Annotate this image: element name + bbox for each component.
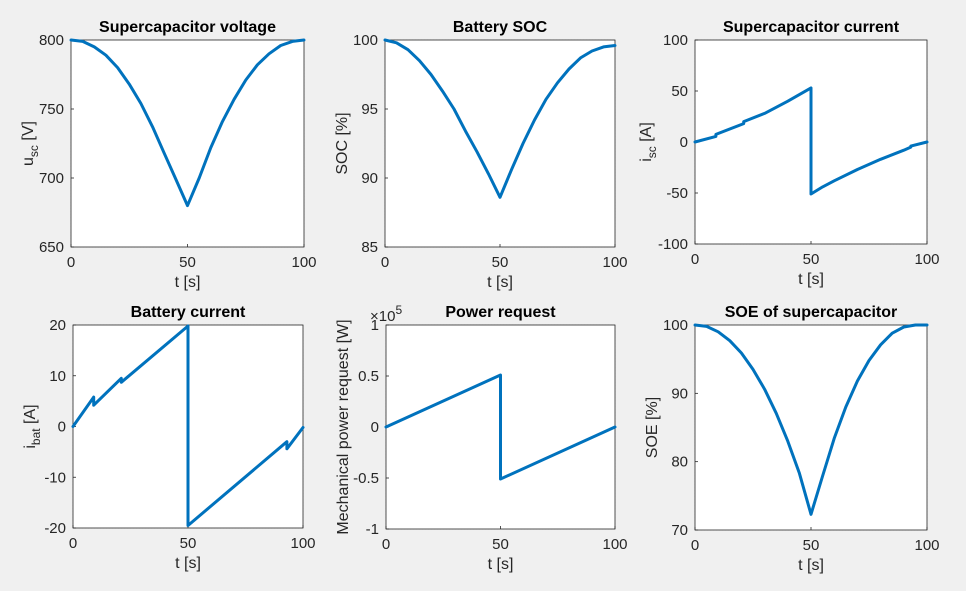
axes-frame bbox=[70, 39, 305, 248]
chart-title: Supercapacitor current bbox=[723, 19, 900, 36]
x-tick-label: 100 bbox=[914, 537, 939, 554]
y-tick-label: -20 bbox=[44, 520, 66, 537]
y-tick-label: 0 bbox=[371, 419, 379, 436]
y-axis-label: SOC [%] bbox=[334, 112, 351, 174]
y-axis-label: SOE [%] bbox=[644, 397, 661, 458]
x-tick-label: 100 bbox=[291, 254, 316, 271]
x-axis-label: t [s] bbox=[798, 557, 824, 574]
x-tick-label: 50 bbox=[492, 536, 509, 553]
y-tick-label: 800 bbox=[39, 32, 64, 49]
chart-power: 0 50 100 -1 -0.5 0 0.5 1 Power request t [s] Mecha… bbox=[335, 303, 628, 573]
y-axis-label: Mechanical power request [W] bbox=[335, 319, 352, 534]
x-axis-label: t [s] bbox=[488, 556, 514, 573]
y-tick-label: 700 bbox=[39, 170, 64, 187]
chart-ibat: 0 50 100 -20 -10 0 10 20 Battery current t [s] iba… bbox=[22, 304, 316, 572]
x-tick-label: 0 bbox=[67, 254, 75, 271]
x-tick-label: 100 bbox=[602, 536, 627, 553]
y-axis-label-main: i bbox=[22, 445, 39, 449]
y-axis-label-unit: [A] bbox=[638, 122, 655, 146]
y-axis-label-main: SOC [%] bbox=[334, 112, 351, 174]
chart-title: SOE of supercapacitor bbox=[725, 304, 898, 321]
y-tick-label: -50 bbox=[666, 185, 688, 202]
chart-isc: 0 50 100 -100 -50 0 50 100 Supercapacitor curren… bbox=[638, 19, 940, 288]
y-tick-label: 0 bbox=[680, 134, 688, 151]
x-tick-label: 0 bbox=[69, 535, 77, 552]
series-line-isc bbox=[693, 86, 929, 196]
chart-soc: 0 50 100 85 90 95 100 Battery SOC t [s] SOC [%] bbox=[334, 19, 628, 291]
x-tick-label: 50 bbox=[179, 254, 196, 271]
axes-frame bbox=[694, 324, 928, 531]
x-tick-label: 50 bbox=[180, 535, 197, 552]
series-line-soe bbox=[693, 323, 929, 516]
series-line-ibat bbox=[71, 324, 305, 527]
x-axis-label: t [s] bbox=[175, 555, 201, 572]
y-tick-label: 80 bbox=[671, 454, 688, 471]
series-line-usc bbox=[69, 38, 306, 208]
y-tick-label: 0 bbox=[58, 419, 66, 436]
y-axis-label: isc [A] bbox=[638, 122, 659, 162]
chart-title: Battery current bbox=[131, 304, 246, 321]
x-tick-label: 50 bbox=[803, 251, 820, 268]
y-tick-label: 90 bbox=[671, 385, 688, 402]
y-tick-label: 1 bbox=[371, 317, 379, 334]
y-axis-label: usc [V] bbox=[20, 121, 41, 166]
y-axis-label-subscript: sc bbox=[645, 146, 659, 158]
x-tick-label: 100 bbox=[602, 254, 627, 271]
x-tick-label: 0 bbox=[691, 537, 699, 554]
y-axis-multiplier: ×105 bbox=[370, 303, 402, 325]
y-axis-label-main: Mechanical power request [W] bbox=[335, 319, 352, 534]
y-tick-label: 90 bbox=[361, 170, 378, 187]
y-tick-label: 0.5 bbox=[358, 368, 379, 385]
y-tick-label: 95 bbox=[361, 101, 378, 118]
y-axis-label-unit: [A] bbox=[22, 404, 39, 428]
y-tick-label: 10 bbox=[49, 368, 66, 385]
chart-title: Supercapacitor voltage bbox=[99, 19, 276, 36]
x-tick-label: 100 bbox=[290, 535, 315, 552]
series-line-soc bbox=[383, 38, 617, 199]
multiplier-exponent: 5 bbox=[395, 303, 402, 317]
chart-title: Battery SOC bbox=[453, 19, 548, 36]
y-tick-label: 650 bbox=[39, 239, 64, 256]
y-tick-label: 100 bbox=[663, 317, 688, 334]
y-tick-label: -100 bbox=[658, 236, 688, 253]
series-line-power bbox=[384, 373, 617, 481]
x-tick-label: 0 bbox=[382, 536, 390, 553]
x-axis-label: t [s] bbox=[798, 271, 824, 288]
y-tick-label: -0.5 bbox=[353, 470, 379, 487]
y-tick-label: 85 bbox=[361, 239, 378, 256]
y-tick-label: 70 bbox=[671, 522, 688, 539]
y-axis-label-main: i bbox=[638, 158, 655, 162]
y-axis-label-main: SOE [%] bbox=[644, 397, 661, 458]
chart-title: Power request bbox=[445, 304, 556, 321]
y-axis-label-unit: [V] bbox=[20, 121, 37, 145]
x-tick-label: 50 bbox=[803, 537, 820, 554]
axes-frame bbox=[384, 39, 616, 248]
x-tick-label: 0 bbox=[381, 254, 389, 271]
chart-usc: 0 50 100 650 700 750 800 Supercapacitor voltage… bbox=[20, 19, 317, 291]
y-tick-label: 20 bbox=[49, 317, 66, 334]
y-axis-label: ibat [A] bbox=[22, 404, 43, 448]
y-tick-label: 100 bbox=[353, 32, 378, 49]
y-axis-label-main: u bbox=[20, 157, 37, 166]
x-tick-label: 100 bbox=[914, 251, 939, 268]
x-axis-label: t [s] bbox=[175, 274, 201, 291]
x-axis-label: t [s] bbox=[487, 274, 513, 291]
y-tick-label: -1 bbox=[366, 521, 379, 538]
y-tick-label: 750 bbox=[39, 101, 64, 118]
y-axis-label-subscript: bat bbox=[29, 428, 43, 445]
y-tick-label: 50 bbox=[671, 83, 688, 100]
y-tick-label: -10 bbox=[44, 469, 66, 486]
y-tick-label: 100 bbox=[663, 32, 688, 49]
chart-soe: 0 50 100 70 80 90 100 SOE of supercapacitor t [s… bbox=[644, 304, 940, 574]
multiplier-base: ×10 bbox=[370, 308, 395, 325]
y-axis-label-subscript: sc bbox=[27, 145, 41, 157]
x-tick-label: 50 bbox=[492, 254, 509, 271]
x-tick-label: 0 bbox=[691, 251, 699, 268]
